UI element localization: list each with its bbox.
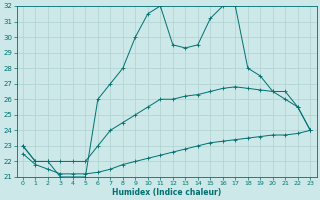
X-axis label: Humidex (Indice chaleur): Humidex (Indice chaleur): [112, 188, 221, 197]
